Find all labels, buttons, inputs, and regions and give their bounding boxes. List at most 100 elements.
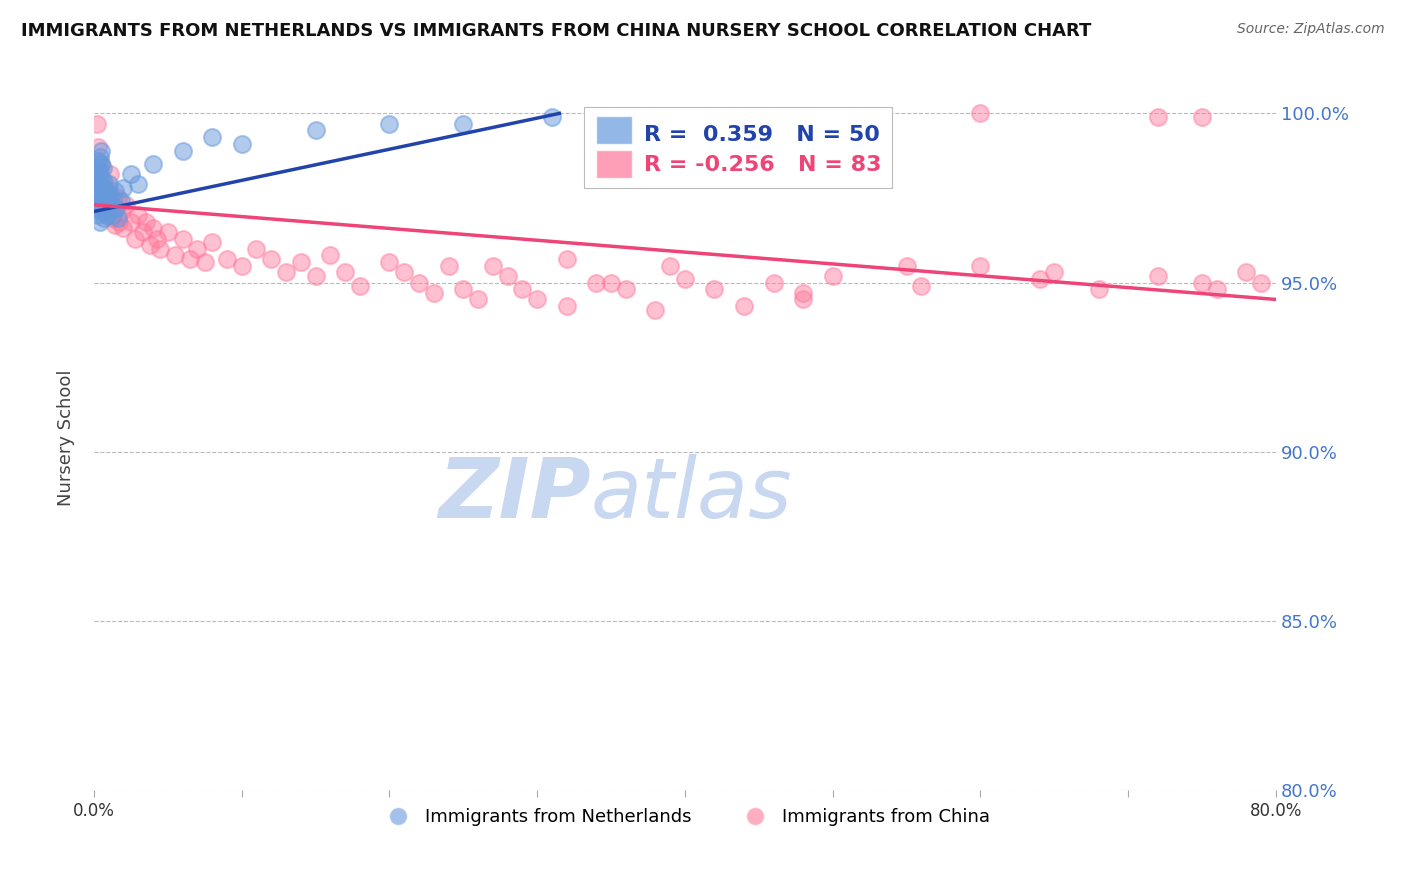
- Point: [90, 198, 112, 212]
- Point: [437, 259, 460, 273]
- Point: [89, 164, 111, 178]
- Bar: [596, 150, 631, 178]
- Point: [659, 259, 682, 273]
- Point: [231, 259, 253, 273]
- Point: [107, 191, 129, 205]
- Point: [304, 268, 326, 283]
- Point: [91, 191, 114, 205]
- Point: [87, 140, 110, 154]
- Point: [91, 204, 114, 219]
- Point: [93, 211, 115, 226]
- Point: [392, 265, 415, 279]
- Point: [90, 157, 112, 171]
- Point: [349, 279, 371, 293]
- Point: [142, 221, 165, 235]
- Point: [378, 255, 401, 269]
- Point: [304, 123, 326, 137]
- Bar: [596, 116, 631, 144]
- Point: [555, 252, 578, 266]
- Point: [600, 276, 623, 290]
- Point: [467, 293, 489, 307]
- Point: [260, 252, 283, 266]
- Point: [97, 178, 120, 192]
- Point: [453, 117, 475, 131]
- Point: [245, 242, 267, 256]
- Point: [93, 181, 115, 195]
- Point: [179, 252, 201, 266]
- Point: [1191, 110, 1213, 124]
- Point: [110, 194, 132, 209]
- Point: [215, 252, 238, 266]
- Point: [104, 184, 127, 198]
- Point: [555, 299, 578, 313]
- Point: [231, 136, 253, 151]
- Point: [614, 282, 637, 296]
- Point: [673, 272, 696, 286]
- Bar: [585, 107, 891, 188]
- Point: [526, 293, 548, 307]
- Point: [120, 167, 142, 181]
- Point: [172, 144, 194, 158]
- Text: atlas: atlas: [591, 454, 792, 535]
- Point: [105, 201, 128, 215]
- Point: [100, 198, 122, 212]
- Point: [112, 221, 135, 235]
- Point: [792, 285, 814, 300]
- Point: [135, 214, 157, 228]
- Point: [333, 265, 356, 279]
- Point: [98, 167, 121, 181]
- Point: [172, 231, 194, 245]
- Point: [105, 201, 128, 215]
- Point: [107, 211, 129, 226]
- Point: [541, 110, 564, 124]
- Point: [453, 282, 475, 296]
- Point: [585, 276, 607, 290]
- Point: [96, 208, 118, 222]
- Point: [104, 218, 127, 232]
- Point: [482, 259, 505, 273]
- Point: [87, 153, 110, 168]
- Point: [86, 161, 108, 175]
- Point: [762, 276, 785, 290]
- Point: [644, 302, 666, 317]
- Point: [156, 225, 179, 239]
- Point: [90, 170, 112, 185]
- Point: [792, 293, 814, 307]
- Point: [84, 194, 107, 209]
- Point: [201, 130, 224, 145]
- Point: [274, 265, 297, 279]
- Point: [108, 214, 131, 228]
- Point: [703, 282, 725, 296]
- Point: [896, 259, 918, 273]
- Point: [89, 178, 111, 192]
- Point: [146, 231, 169, 245]
- Point: [101, 194, 124, 209]
- Point: [90, 144, 112, 158]
- Point: [90, 184, 112, 198]
- Point: [101, 208, 124, 222]
- Point: [84, 181, 107, 195]
- Point: [139, 238, 162, 252]
- Point: [97, 184, 120, 198]
- Point: [149, 242, 172, 256]
- Point: [910, 279, 932, 293]
- Text: IMMIGRANTS FROM NETHERLANDS VS IMMIGRANTS FROM CHINA NURSERY SCHOOL CORRELATION : IMMIGRANTS FROM NETHERLANDS VS IMMIGRANT…: [21, 22, 1091, 40]
- Point: [86, 201, 108, 215]
- Point: [378, 117, 401, 131]
- Point: [1043, 265, 1066, 279]
- Point: [96, 191, 118, 205]
- Point: [969, 259, 991, 273]
- Point: [112, 181, 135, 195]
- Point: [93, 194, 115, 209]
- Point: [100, 211, 122, 226]
- Text: R = -0.256   N = 83: R = -0.256 N = 83: [644, 155, 882, 176]
- Point: [96, 208, 118, 222]
- Point: [512, 282, 534, 296]
- Point: [91, 181, 114, 195]
- Text: Source: ZipAtlas.com: Source: ZipAtlas.com: [1237, 22, 1385, 37]
- Point: [194, 255, 217, 269]
- Point: [969, 106, 991, 120]
- Point: [1087, 282, 1109, 296]
- Point: [1250, 276, 1272, 290]
- Point: [120, 214, 142, 228]
